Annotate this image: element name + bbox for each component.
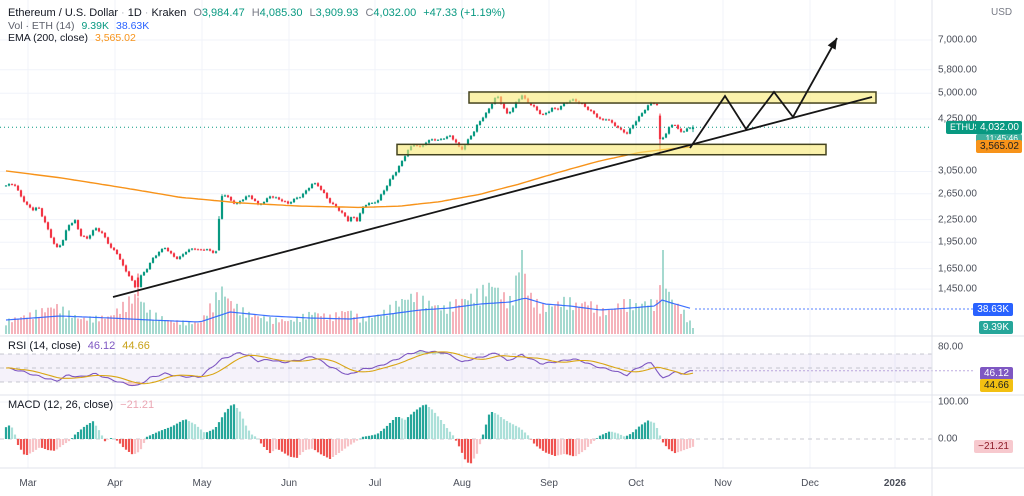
price-tick-1,950.00: 1,950.00 [938, 236, 977, 248]
price-tick-5,000.00: 5,000.00 [938, 87, 977, 99]
last-price-badge: 4,032.00 [976, 120, 1022, 134]
price-tick-2,250.00: 2,250.00 [938, 214, 977, 226]
macd-legend-row[interactable]: MACD (12, 26, close) −21.21 [8, 399, 154, 411]
volume-value: 9.39K [81, 20, 109, 32]
volume-label: Vol · ETH (14) [8, 20, 75, 32]
open-key: O [193, 7, 202, 19]
volume-ma-badge: 38.63K [973, 303, 1013, 316]
price-tick-1,450.00: 1,450.00 [938, 283, 977, 295]
rsi-legend-row[interactable]: RSI (14, close) 46.12 44.66 [8, 340, 150, 352]
rsi-value: 46.12 [87, 340, 116, 352]
change-value: +47.33 (+1.19%) [423, 7, 506, 19]
time-label-May: May [192, 478, 212, 489]
time-label-Apr: Apr [107, 478, 123, 489]
time-label-Dec: Dec [801, 478, 819, 489]
time-label-Jun: Jun [280, 478, 298, 489]
time-label-Mar: Mar [19, 478, 37, 489]
time-label-Nov: Nov [714, 478, 732, 489]
price-tick-3,050.00: 3,050.00 [938, 165, 977, 177]
macd-tick-0.00: 0.00 [938, 433, 958, 445]
time-label-Oct: Oct [628, 478, 644, 489]
ema-label: EMA (200, close) [8, 32, 88, 44]
volume-value-badge: 9.39K [978, 321, 1013, 334]
macd-tick-100.00: 100.00 [938, 396, 969, 408]
ema-value: 3,565.02 [94, 32, 136, 44]
macd-value: −21.21 [120, 399, 155, 411]
volume-legend-row[interactable]: Vol · ETH (14) 9.39K 38.63K [8, 20, 149, 32]
rsi-ma-value: 44.66 [122, 340, 150, 352]
rsi-ma-badge: 44.66 [979, 379, 1013, 392]
rsi-value-badge: 46.12 [979, 367, 1013, 380]
time-label-2026: 2026 [883, 478, 907, 489]
rsi-label: RSI (14, close) [8, 340, 81, 352]
low-key: L [309, 7, 316, 19]
price-tick-7,000.00: 7,000.00 [938, 34, 977, 46]
macd-label: MACD (12, 26, close) [8, 399, 114, 411]
ema-value-badge: 3,565.02 [976, 140, 1022, 154]
symbol-title: Ethereum / U.S. Dollar [8, 7, 119, 19]
bar-countdown-badge: 11:45:46 [976, 134, 1022, 144]
high-value: 4,085.30 [259, 7, 303, 19]
open-value: 3,984.47 [201, 7, 245, 19]
price-tick-2,650.00: 2,650.00 [938, 188, 977, 200]
price-tick-4,250.00: 4,250.00 [938, 113, 977, 125]
time-label-Sep: Sep [540, 478, 558, 489]
interval-label: 1D [127, 7, 142, 19]
rsi-tick-80.00: 80.00 [938, 341, 964, 353]
exchange-label: Kraken [151, 7, 187, 19]
symbol-legend-row[interactable]: Ethereum / U.S. Dollar · 1D · Kraken O3,984.4… [8, 7, 505, 19]
high-key: H [251, 7, 260, 19]
time-label-Jul: Jul [368, 478, 382, 489]
close-key: C [365, 7, 374, 19]
legend-separator: · [121, 7, 125, 19]
time-label-Aug: Aug [453, 478, 471, 489]
axis-currency-label: USD [991, 7, 1013, 18]
close-value: 4,032.00 [373, 7, 417, 19]
volume-ma-value: 38.63K [115, 20, 150, 32]
low-value: 3,909.93 [315, 7, 359, 19]
price-tick-1,650.00: 1,650.00 [938, 263, 977, 275]
price-tick-5,800.00: 5,800.00 [938, 64, 977, 76]
legend-separator: · [144, 7, 149, 19]
ema-legend-row[interactable]: EMA (200, close) 3,565.02 [8, 32, 136, 44]
macd-value-badge: −21.21 [974, 440, 1013, 453]
